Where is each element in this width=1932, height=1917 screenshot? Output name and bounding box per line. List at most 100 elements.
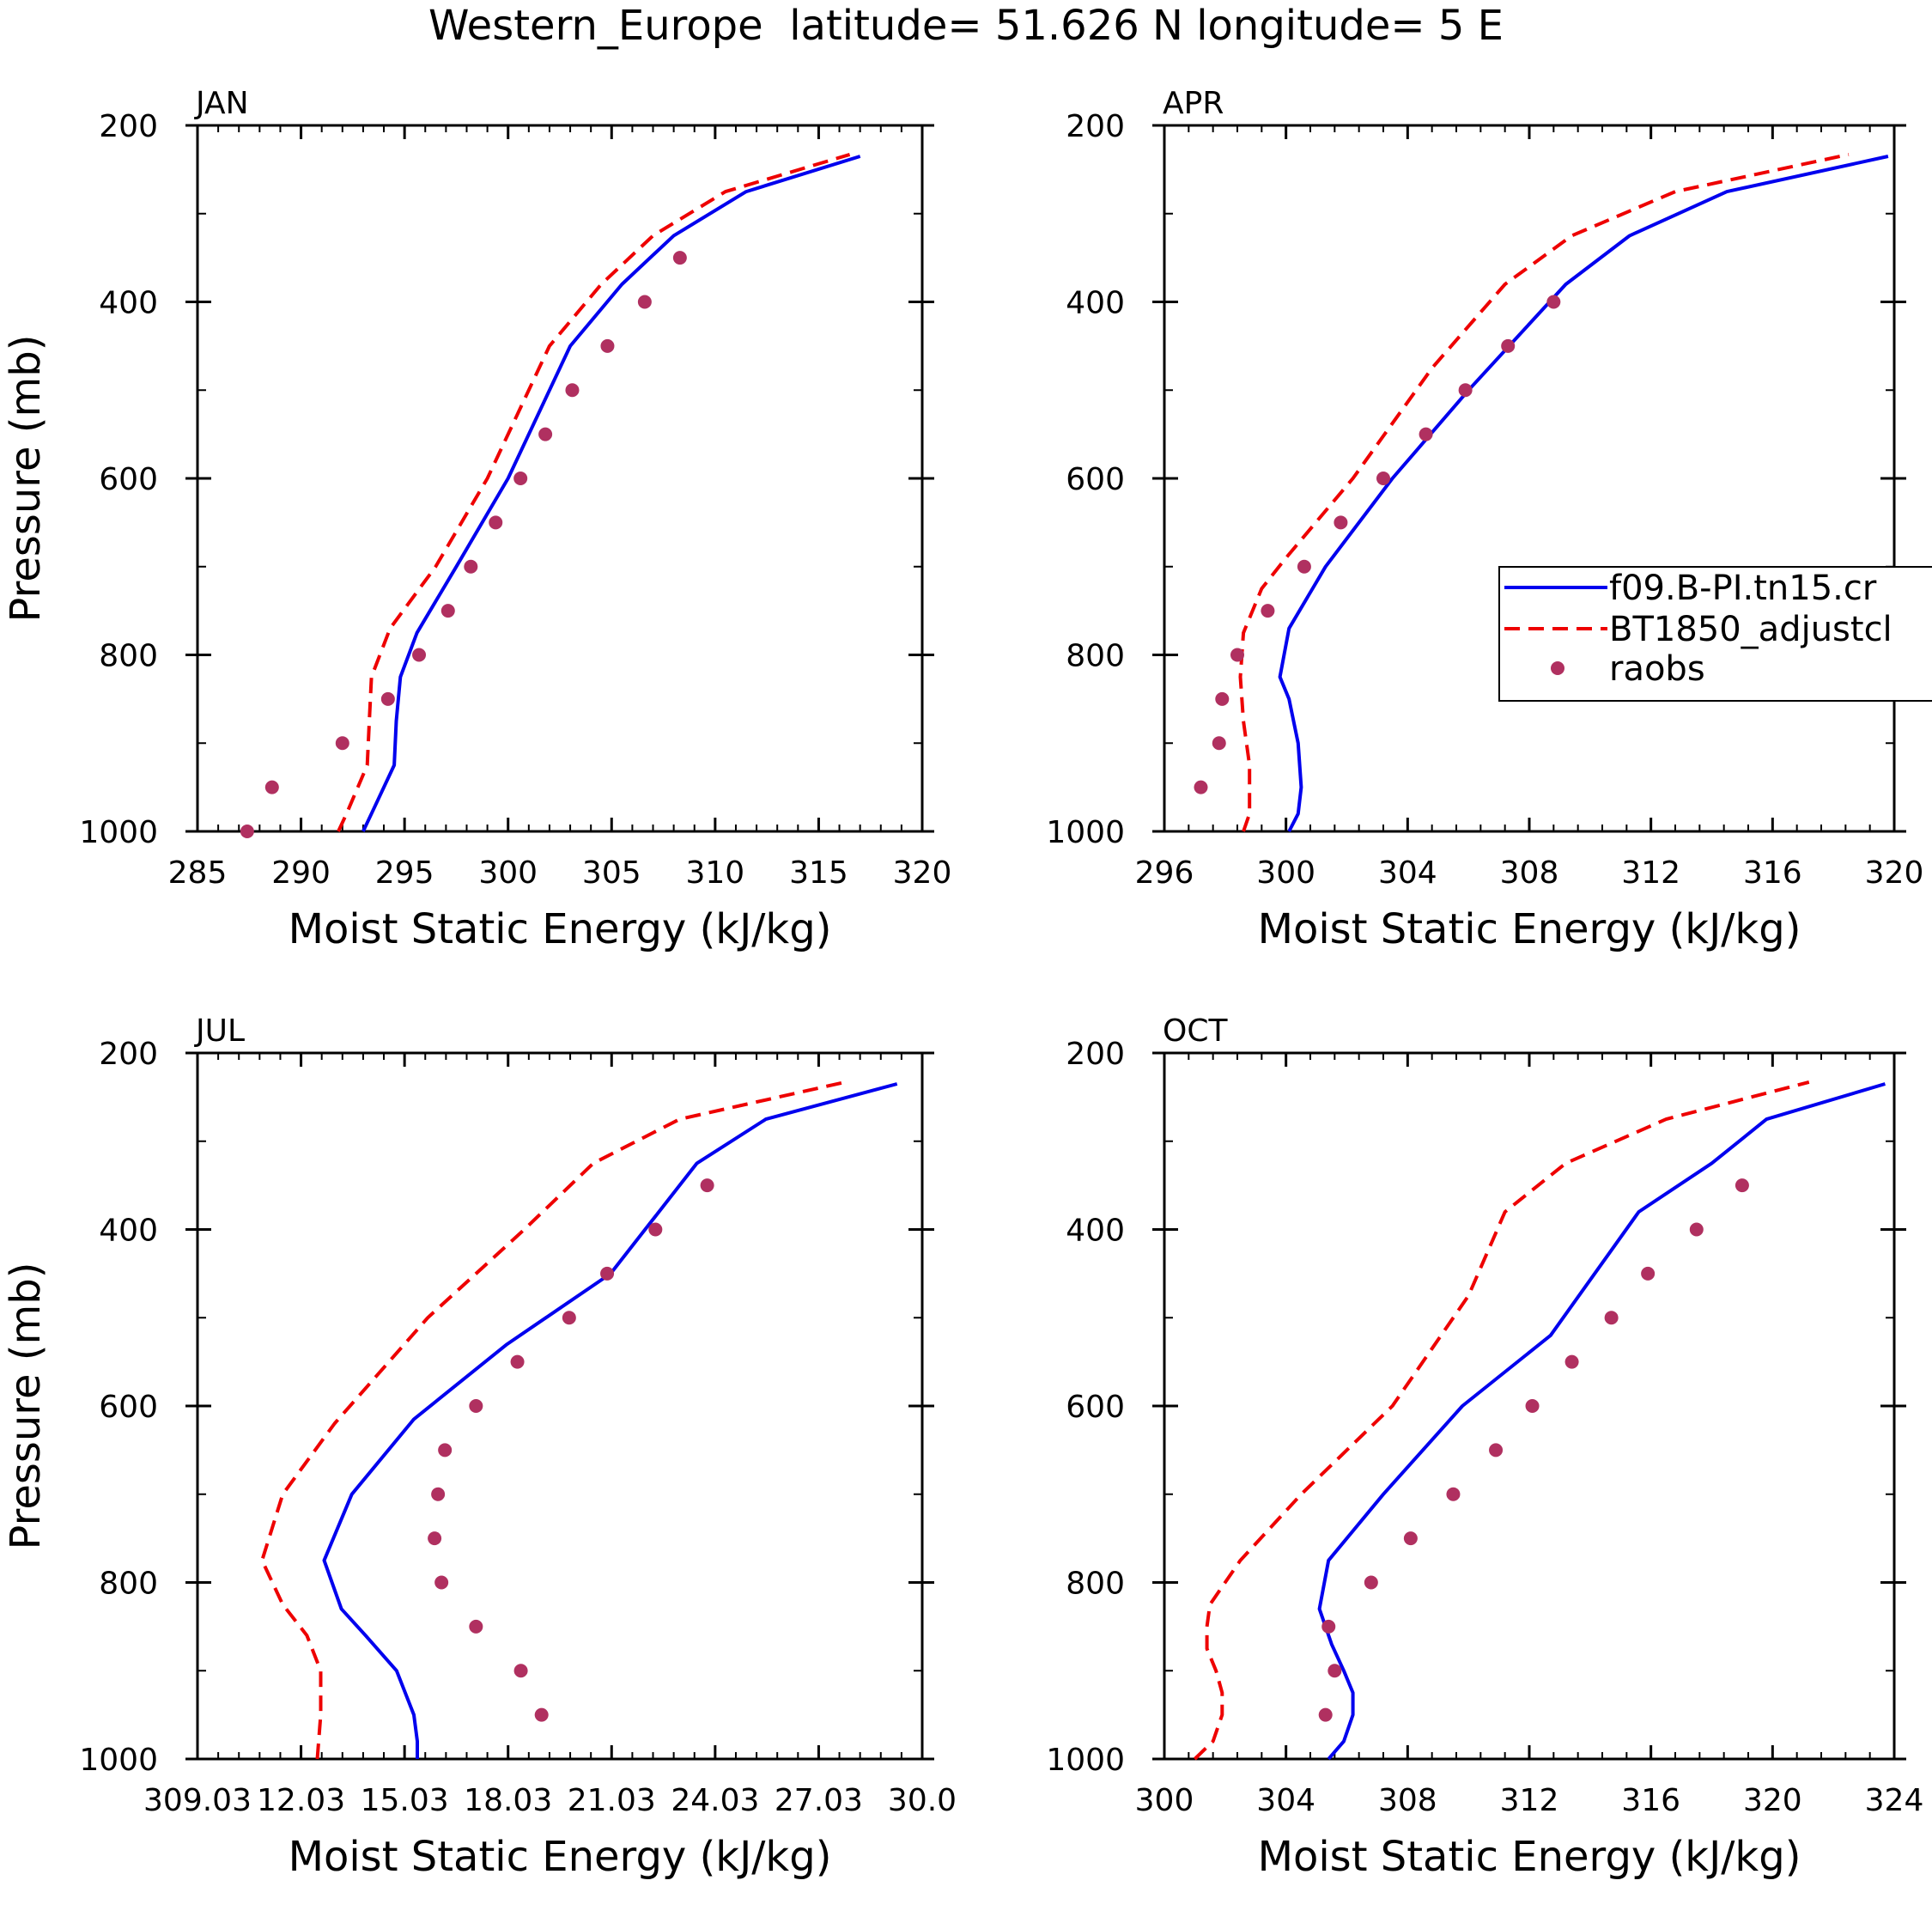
x-tick-label: 305: [582, 855, 641, 891]
series-line: [1278, 155, 1889, 832]
data-point: [464, 559, 478, 574]
y-tick-label: 400: [1066, 1214, 1125, 1249]
x-tick-label: 316: [1621, 1783, 1680, 1818]
legend-label: BT1850_adjustcl: [1609, 610, 1893, 649]
data-point: [562, 1311, 576, 1325]
series-marker: [1318, 1178, 1749, 1722]
data-point: [700, 1178, 714, 1193]
y-axis-label: Pressure (mb): [2, 1263, 50, 1550]
data-point: [431, 1487, 446, 1501]
data-point: [600, 1266, 615, 1281]
x-tick-label: 18.03: [464, 1783, 552, 1818]
data-point: [1604, 1311, 1619, 1325]
x-tick-label: 300: [1135, 1783, 1194, 1818]
y-axis-label: Pressure (mb): [2, 335, 50, 623]
x-tick-label: 304: [1378, 855, 1437, 891]
figure-title: Western_Europe latitude= 51.626 N longit…: [428, 2, 1504, 50]
x-tick-label: 15.03: [361, 1783, 449, 1818]
y-tick-label: 200: [99, 109, 158, 144]
y-tick-label: 200: [1066, 1037, 1125, 1072]
data-point: [1212, 736, 1226, 751]
series-line: [1317, 1082, 1886, 1761]
panel-label: JUL: [194, 1013, 245, 1049]
x-tick-label: 308: [1500, 855, 1559, 891]
panel-oct: 300 304 308 312 316 320 324 200 400 600 800 1000 OCT…: [1046, 1013, 1923, 1881]
data-point: [1194, 780, 1208, 794]
series-line: [1194, 1080, 1810, 1761]
series-marker: [1194, 295, 1561, 794]
series-solid: [322, 1082, 898, 1759]
data-point: [534, 1707, 549, 1722]
series-line: [1238, 152, 1850, 832]
data-point: [538, 427, 553, 441]
data-point: [1321, 1619, 1336, 1634]
x-tick-label: 312: [1500, 1783, 1559, 1818]
data-point: [600, 338, 615, 353]
x-axis-label: Moist Static Energy (kJ/kg): [1258, 905, 1801, 953]
x-tick-label: 324: [1865, 1783, 1924, 1818]
series-marker: [428, 1178, 714, 1722]
data-point: [513, 472, 528, 485]
series-line: [337, 152, 851, 832]
data-point: [1546, 295, 1561, 309]
data-point: [1564, 1354, 1579, 1369]
y-tick-label: 1000: [79, 815, 158, 850]
series-marker: [240, 251, 687, 838]
x-tick-label: 320: [893, 855, 952, 891]
y-tick-label: 600: [1066, 1390, 1125, 1425]
data-point: [1364, 1575, 1378, 1590]
data-point: [1735, 1178, 1749, 1193]
series-solid: [1278, 155, 1889, 832]
x-tick-label: 296: [1135, 855, 1194, 891]
x-tick-label: 312: [1621, 855, 1680, 891]
x-tick-label: 310: [685, 855, 744, 891]
panel-jul: 309.03 12.03 15.03 18.03 21.03 24.03 27.03 30.0…: [2, 1013, 957, 1881]
data-point: [240, 825, 254, 838]
data-point: [1318, 1707, 1333, 1722]
panel-apr: 296 300 304 308 312 316 320 200 400 600 800 1000 APR…: [1046, 86, 1923, 953]
data-point: [513, 1664, 528, 1678]
y-tick-label: 600: [99, 462, 158, 497]
y-tick-label: 800: [1066, 1567, 1125, 1602]
data-point: [1446, 1487, 1461, 1501]
data-point: [1376, 472, 1390, 485]
y-tick-label: 600: [1066, 462, 1125, 497]
data-point: [489, 515, 503, 530]
y-tick-label: 400: [99, 286, 158, 321]
data-point: [440, 604, 455, 618]
data-point: [1297, 559, 1311, 574]
series-line: [361, 155, 861, 832]
x-tick-label: 316: [1743, 855, 1802, 891]
x-tick-label: 300: [478, 855, 538, 891]
y-tick-label: 1000: [1046, 815, 1125, 850]
legend-label: raobs: [1609, 649, 1705, 689]
x-tick-label: 285: [168, 855, 228, 891]
x-tick-label: 300: [1256, 855, 1315, 891]
y-tick-label: 800: [99, 1567, 158, 1602]
data-point: [1334, 515, 1348, 530]
y-tick-label: 200: [99, 1037, 158, 1072]
data-point: [1641, 1266, 1656, 1281]
panel-label: OCT: [1163, 1013, 1228, 1049]
x-axis-label: Moist Static Energy (kJ/kg): [1258, 1833, 1801, 1881]
series-dashed: [337, 152, 851, 832]
data-point: [1489, 1443, 1504, 1458]
y-tick-label: 1000: [79, 1743, 158, 1778]
data-point: [469, 1619, 483, 1634]
data-point: [1525, 1399, 1540, 1413]
series-line: [322, 1082, 898, 1759]
data-point: [1327, 1664, 1342, 1678]
y-tick-label: 600: [99, 1390, 158, 1425]
data-point: [264, 780, 279, 794]
panel-label: JAN: [194, 86, 249, 121]
y-tick-label: 400: [1066, 286, 1125, 321]
x-tick-label: 24.03: [671, 1783, 759, 1818]
y-tick-label: 800: [99, 639, 158, 674]
panel-label: APR: [1163, 86, 1224, 121]
data-point: [1261, 604, 1275, 618]
data-point: [672, 251, 687, 265]
x-tick-label: 21.03: [568, 1783, 656, 1818]
data-point: [1501, 338, 1516, 353]
legend-marker: [1551, 661, 1564, 675]
